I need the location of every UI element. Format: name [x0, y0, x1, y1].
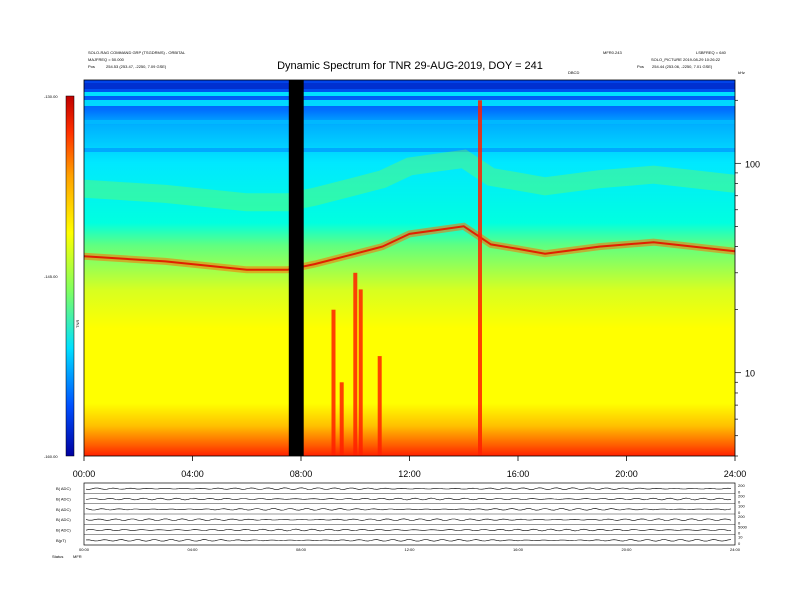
burst-mark [358, 289, 363, 456]
housekeeping-x-tick-label: 08:00 [296, 547, 307, 552]
x-axis: 00:00 04:00 08:00 12:00 16:00 20:00 24:00 [73, 456, 747, 479]
row-tick-top: 200 [738, 493, 745, 498]
housekeeping-trace [85, 518, 732, 521]
colorbar-label: TNR [75, 320, 80, 328]
header-sub-mark: DBCD [568, 70, 579, 75]
spectrogram-background [84, 80, 735, 456]
y-tick-label: 10 [745, 369, 755, 379]
colorbar-tick-bottom: -160.00 [44, 454, 58, 459]
header-info-right-id: MFR0.243 [603, 50, 622, 55]
colorbar-tick-mid: -145.00 [44, 274, 58, 279]
row-label: B( ADC) [56, 497, 71, 502]
housekeeping-trace [85, 528, 732, 532]
housekeeping-trace [85, 539, 732, 542]
chart-title: Dynamic Spectrum for TNR 29-AUG-2019, DO… [277, 60, 543, 72]
housekeeping-trace [85, 497, 732, 501]
housekeeping-x-tick-label: 24:00 [730, 547, 741, 552]
x-tick-label: 20:00 [615, 469, 638, 479]
status-label: Status [52, 554, 63, 559]
row-tick-top: 200 [738, 483, 745, 488]
band-top-4 [84, 120, 735, 124]
housekeeping-trace [85, 508, 732, 511]
housekeeping-x-tick-label: 04:00 [187, 547, 198, 552]
burst-mark [353, 272, 358, 456]
row-tick-bottom: 0 [738, 531, 741, 536]
band-top-5 [84, 148, 735, 152]
colorbar-tick-top: -130.00 [44, 94, 58, 99]
spectral-features [84, 80, 735, 456]
header-pos-right-value: 254.44 (253.06, -2250, 7.01 GSE) [652, 64, 713, 69]
band-top-3 [84, 100, 735, 106]
x-tick-label: 16:00 [507, 469, 530, 479]
row-tick-top: 200 [738, 514, 745, 519]
x-tick-label: 00:00 [73, 469, 96, 479]
x-tick-label: 04:00 [181, 469, 204, 479]
band-top-1 [84, 83, 735, 89]
header-pos-left-value: 254.53 (253.47, -2250, 7.09 GSE) [106, 64, 167, 69]
row-tick-bottom: 0 [738, 520, 741, 525]
housekeeping-x-tick-label: 12:00 [404, 547, 415, 552]
colorbar [65, 95, 75, 457]
band-top-2 [84, 92, 735, 96]
housekeeping-x-axis: 00:00 04:00 08:00 12:00 16:00 20:00 24:00 [79, 547, 741, 552]
header-info-left-1: SOLO-RAG COMMAND GRP (TSGDRMS) - ORBITAL [88, 50, 186, 55]
housekeeping-x-tick-label: 20:00 [621, 547, 632, 552]
x-tick-label: 24:00 [724, 469, 747, 479]
row-tick-bottom: 0 [738, 500, 741, 505]
header-pos-right-label: Pos [637, 64, 644, 69]
row-tick-bottom: 0 [738, 489, 741, 494]
x-tick-label: 08:00 [290, 469, 313, 479]
housekeeping-x-tick-label: 16:00 [513, 547, 524, 552]
y-tick-label: 100 [745, 159, 760, 169]
burst-mark [478, 100, 482, 456]
row-label: B(pT) [56, 538, 67, 543]
header-pos-left-label: Pos [88, 64, 95, 69]
housekeeping-trace [85, 487, 732, 490]
row-label: B( ADC) [56, 517, 71, 522]
row-tick-top: 5000 [738, 524, 748, 529]
row-tick-top: 100 [738, 504, 745, 509]
burst-mark [377, 356, 382, 456]
y-axis-right: 10 100 [735, 99, 760, 457]
header-info-right-2: SOLO_PICTURE 2019-08-29 10:26:22 [651, 57, 721, 62]
burst-mark [339, 382, 344, 456]
data-gap [288, 80, 304, 456]
header-units-mark: kHz [738, 70, 745, 75]
row-label: B( ADC) [56, 507, 71, 512]
row-label: B( ADC) [56, 528, 71, 533]
row-tick-bottom: 0 [738, 510, 741, 515]
row-tick-top: 10 [738, 535, 743, 540]
header-info-left-2: MAJFREQ = 50.000 [88, 57, 125, 62]
row-tick-bottom: 0 [738, 541, 741, 546]
housekeeping-x-tick-label: 00:00 [79, 547, 90, 552]
green-band [84, 149, 735, 212]
burst-mark [331, 309, 336, 456]
x-tick-label: 12:00 [398, 469, 421, 479]
row-label: B( ADC) [56, 486, 71, 491]
header-info-right-version: LSBFREQ = 640 [696, 50, 727, 55]
spectrogram [84, 80, 735, 456]
plasma-line [84, 225, 735, 271]
status-value: MFR [73, 554, 82, 559]
